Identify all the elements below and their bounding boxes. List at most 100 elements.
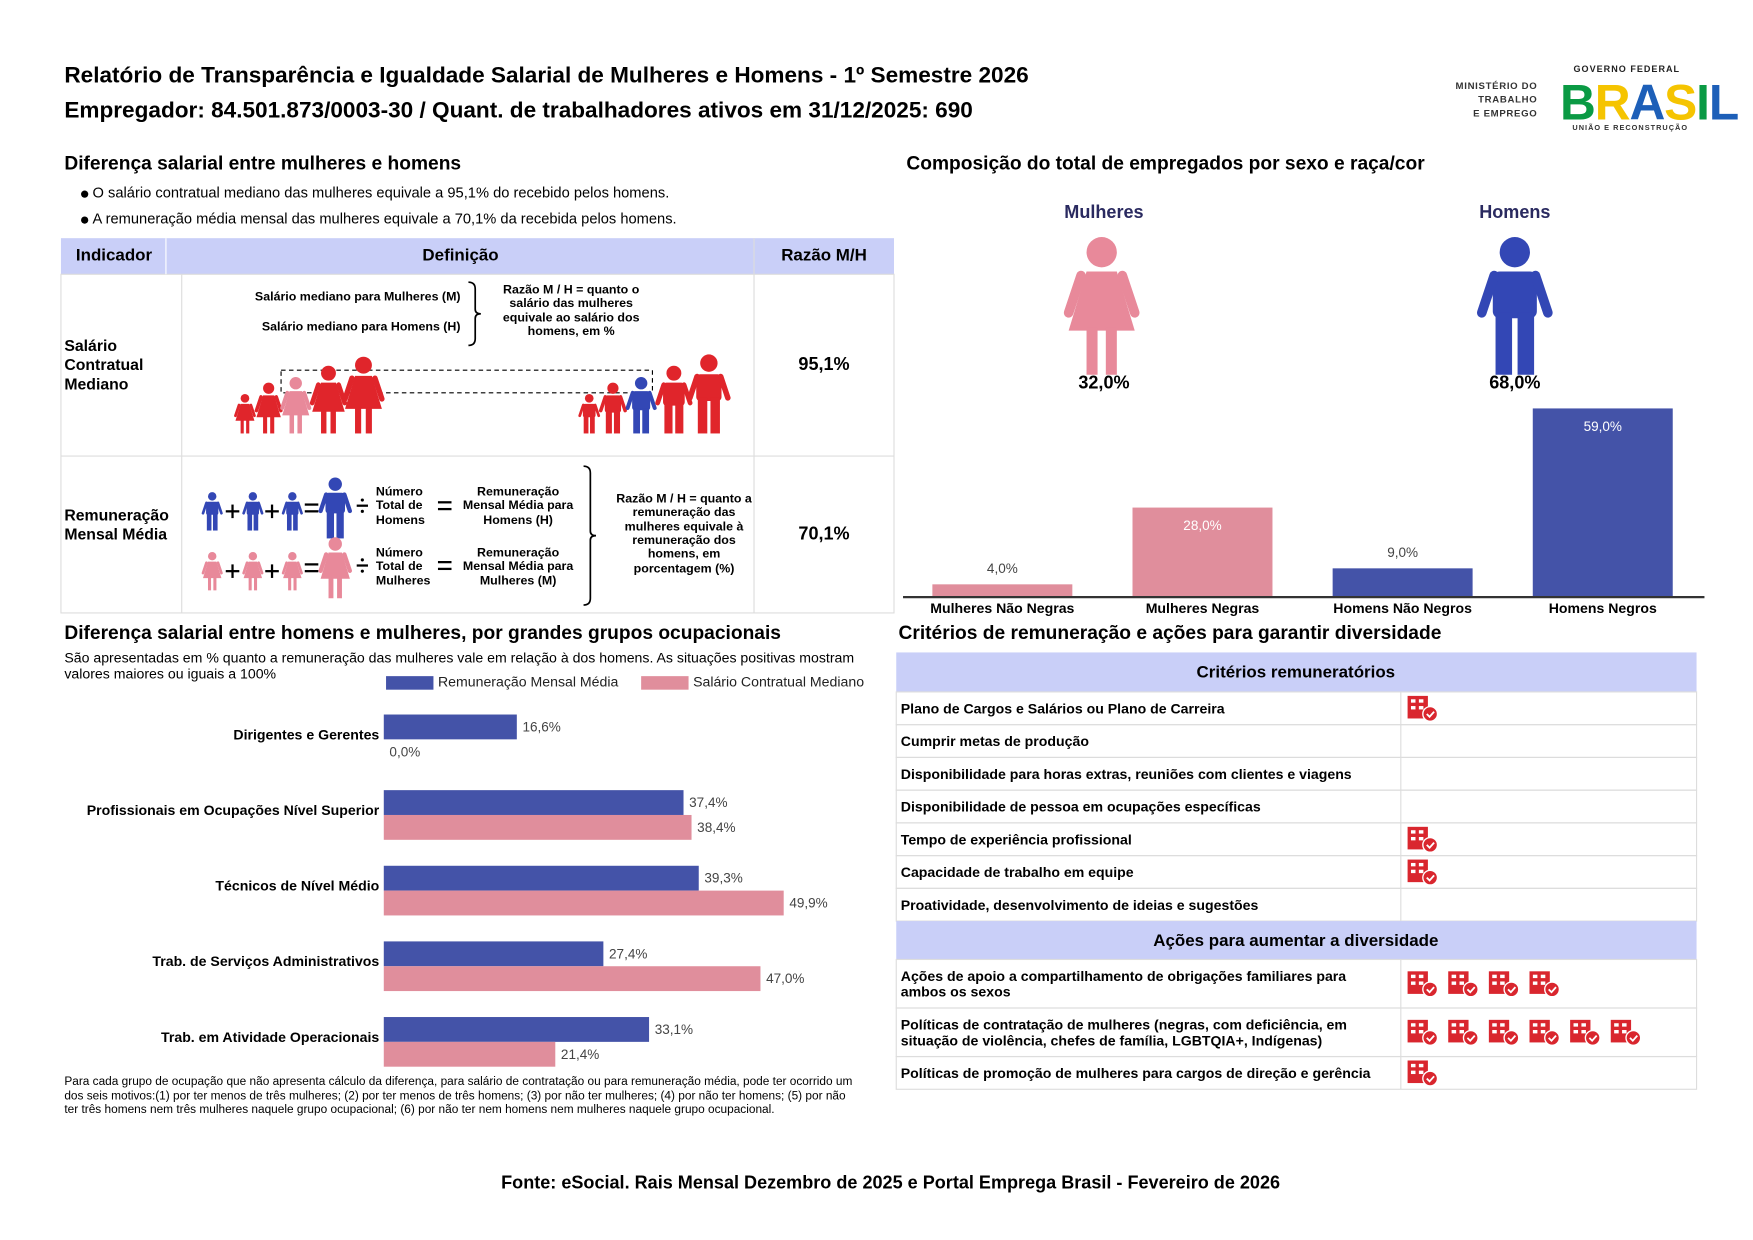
icon-window xyxy=(1581,1023,1586,1027)
bar-value-label: 47,0% xyxy=(766,971,804,986)
head xyxy=(207,551,217,561)
icon-window xyxy=(1540,981,1546,985)
bar xyxy=(932,584,1073,598)
definition-label: Remuneração Mensal Média para Mulheres (… xyxy=(462,546,574,588)
leg xyxy=(697,397,708,434)
check-icon xyxy=(1407,1019,1439,1046)
group-share: 68,0% xyxy=(1489,373,1541,393)
torso xyxy=(1492,271,1537,319)
arm xyxy=(372,375,385,402)
leg xyxy=(710,397,720,434)
icon-badge xyxy=(1422,1029,1439,1046)
male-figure xyxy=(318,477,353,539)
head xyxy=(263,382,275,394)
icon-badge xyxy=(1584,1029,1601,1046)
icon-check xyxy=(1426,1075,1435,1083)
definition-label: Remuneração Mensal Média para Homens (H) xyxy=(462,485,574,527)
definition-label: Salário mediano para Mulheres (M) xyxy=(254,290,461,304)
leg xyxy=(289,414,295,434)
torso xyxy=(286,501,299,515)
logo-motto: UNIÃO E RECONSTRUÇÃO xyxy=(1572,124,1689,133)
arm xyxy=(318,552,329,573)
icon-window xyxy=(1540,1030,1546,1034)
dress xyxy=(283,561,302,579)
row-border xyxy=(895,1055,1698,1090)
report-title: Relatório de Transparência e Igualdade S… xyxy=(64,63,1029,89)
head xyxy=(207,492,217,501)
arm xyxy=(281,561,288,575)
arm xyxy=(1117,270,1140,318)
leg xyxy=(240,420,244,434)
x-tick-label: Mulheres Não Negras xyxy=(930,600,1074,616)
icon-window xyxy=(1410,974,1416,979)
icon-check xyxy=(1466,1035,1476,1043)
x-tick-label: Homens Negros xyxy=(1549,600,1657,616)
group-share: 32,0% xyxy=(1078,373,1130,393)
bar xyxy=(383,714,517,740)
arm xyxy=(296,501,303,515)
icon-check xyxy=(1426,842,1435,850)
bar-value-label: 33,1% xyxy=(655,1022,693,1037)
icon-window xyxy=(1418,1070,1424,1075)
icon-window xyxy=(1492,974,1497,979)
female-figure xyxy=(234,393,256,434)
head xyxy=(328,537,342,551)
arm xyxy=(1530,270,1553,318)
bar-value-label: 37,4% xyxy=(689,795,727,810)
arm xyxy=(201,501,208,515)
head xyxy=(584,393,594,403)
icon-window xyxy=(1459,1030,1465,1034)
criterion-label: Plano de Cargos e Salários ou Plano de C… xyxy=(900,700,1225,717)
y-tick-label: Trab. em Atividade Operacionais xyxy=(161,1029,380,1046)
head xyxy=(634,377,648,390)
arm xyxy=(647,390,657,411)
icon-window xyxy=(1418,706,1424,710)
icon-window xyxy=(1459,1023,1465,1027)
torso xyxy=(696,374,722,402)
torso xyxy=(663,382,685,406)
male-figure xyxy=(578,393,601,434)
criterion-label: Disponibilidade de pessoa em ocupações e… xyxy=(900,798,1261,815)
female-figure xyxy=(242,551,264,591)
male-figure xyxy=(1476,237,1553,375)
head xyxy=(1086,237,1117,268)
criterion-label: Tempo de experiência profissional xyxy=(900,831,1132,848)
icon-window xyxy=(1459,974,1465,979)
head xyxy=(355,356,372,374)
arm xyxy=(281,501,288,515)
icon-window xyxy=(1410,706,1416,710)
arm xyxy=(201,561,208,575)
icon-window xyxy=(1622,1030,1627,1034)
leg xyxy=(605,410,612,434)
leg xyxy=(207,577,212,591)
table-header: Indicador xyxy=(75,246,153,266)
icon-window xyxy=(1418,830,1424,834)
section-title: Diferença salarial entre mulheres e home… xyxy=(64,152,462,174)
chart-title: Composição do total de empregados por se… xyxy=(906,152,1425,174)
leg xyxy=(336,510,344,539)
head xyxy=(248,492,258,501)
divide-dot xyxy=(360,569,364,573)
y-tick-label: Dirigentes e Gerentes xyxy=(233,726,380,743)
arm xyxy=(618,395,627,413)
x-tick-label: Mulheres Negras xyxy=(1146,600,1260,616)
table-header: Razão M/H xyxy=(781,246,867,266)
leg xyxy=(297,414,302,434)
icon-check xyxy=(1426,1035,1435,1043)
footnote: Para cada grupo de ocupação que não apre… xyxy=(64,1074,853,1117)
head xyxy=(321,365,336,381)
torso xyxy=(325,492,346,514)
section-header-bg xyxy=(896,921,1697,960)
check-icon xyxy=(1407,1060,1439,1087)
ratio-value: 70,1% xyxy=(798,524,850,545)
check-icon xyxy=(1529,971,1561,998)
torso xyxy=(604,395,622,413)
dress xyxy=(256,395,281,418)
icon-check xyxy=(1426,986,1435,994)
bar-value-label: 39,3% xyxy=(704,871,742,886)
arm xyxy=(309,382,321,406)
table-header: Definição xyxy=(422,246,499,266)
icon-window xyxy=(1418,1023,1424,1027)
indicator-name: Salário Contratual Mediano xyxy=(64,336,144,393)
leg xyxy=(675,402,684,434)
